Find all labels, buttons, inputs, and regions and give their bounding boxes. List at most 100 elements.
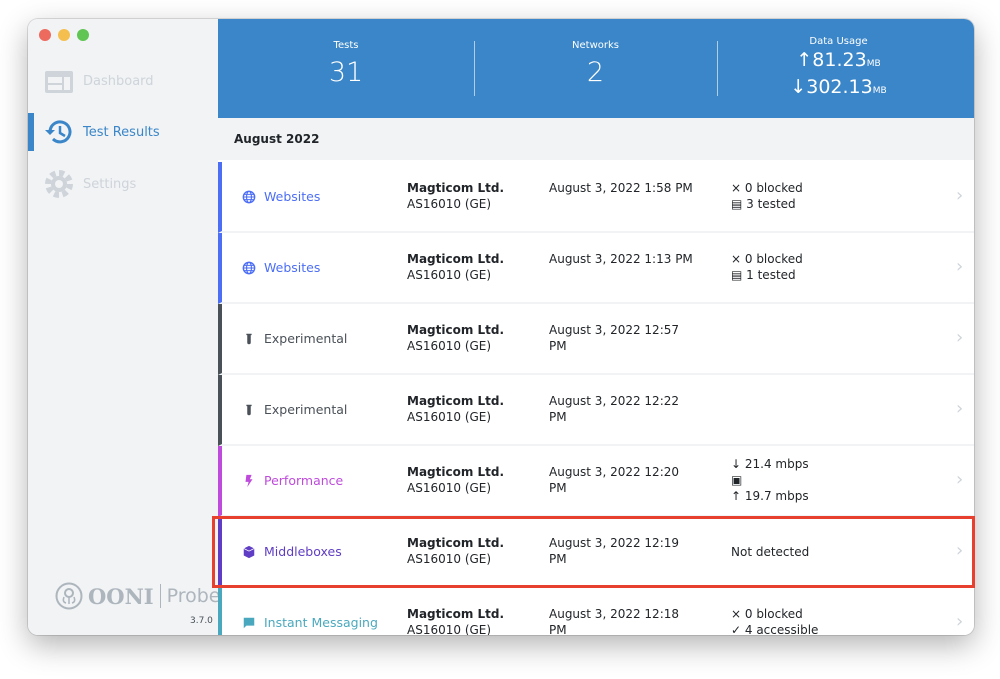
octopus-icon	[55, 582, 83, 610]
cube-icon	[243, 545, 255, 558]
logo-ooni-text: OONI	[88, 583, 154, 609]
close-button[interactable]	[39, 29, 51, 41]
blocked-count: × 0 blocked	[731, 181, 803, 195]
test-date: August 3, 2022 12:19 PM	[549, 536, 680, 566]
test-name: Websites	[242, 162, 320, 231]
active-indicator	[28, 113, 34, 151]
lightning-icon	[245, 474, 253, 487]
tests-value: 31	[328, 57, 364, 88]
test-name-label: Middleboxes	[264, 544, 342, 559]
test-name: Performance	[242, 446, 343, 515]
result-row[interactable]: Instant Messaging Magticom Ltd. AS16010 (…	[218, 588, 974, 635]
network: Magticom Ltd. AS16010 (GE)	[407, 251, 504, 283]
flask-icon	[246, 404, 252, 415]
download-amount: 302.13	[806, 76, 873, 98]
sidebar-item-settings[interactable]: Settings	[28, 165, 218, 203]
results-list: Websites Magticom Ltd. AS16010 (GE) Augus…	[218, 162, 974, 635]
tests-label: Tests	[333, 40, 359, 51]
ooni-probe-logo: OONI Probe	[55, 582, 221, 610]
test-name-label: Instant Messaging	[264, 615, 378, 630]
sidebar-item-test-results[interactable]: Test Results	[28, 113, 218, 151]
network-asn: AS16010 (GE)	[407, 268, 492, 282]
test-date: August 3, 2022 12:57 PM	[549, 323, 680, 353]
network-asn: AS16010 (GE)	[407, 410, 492, 424]
network: Magticom Ltd. AS16010 (GE)	[407, 535, 504, 567]
accessible-count: ✓ 4 accessible	[731, 623, 819, 635]
divider	[474, 41, 475, 96]
networks-label: Networks	[572, 40, 619, 51]
upload-amount: 81.23	[812, 49, 867, 71]
test-name-label: Experimental	[264, 331, 348, 346]
tests-stat: Tests 31	[218, 19, 474, 118]
highlight-box	[212, 516, 975, 588]
dashboard-icon	[45, 71, 73, 93]
network-name: Magticom Ltd.	[407, 252, 505, 266]
network: Magticom Ltd. AS16010 (GE)	[407, 180, 504, 212]
chevron-right-icon[interactable]: ›	[956, 185, 964, 206]
data-usage-label: Data Usage	[809, 36, 868, 47]
chevron-right-icon[interactable]: ›	[956, 611, 964, 632]
result-row[interactable]: Experimental Magticom Ltd. AS16010 (GE) A…	[218, 304, 974, 375]
network-name: Magticom Ltd.	[407, 323, 505, 337]
network-name: Magticom Ltd.	[407, 181, 505, 195]
download-speed: ↓ 21.4 mbps	[731, 457, 809, 471]
chevron-right-icon[interactable]: ›	[956, 256, 964, 277]
result-row[interactable]: Websites Magticom Ltd. AS16010 (GE) Augus…	[218, 233, 974, 304]
stats-header: Tests 31 Networks 2 Data Usage ↑81.23MB …	[218, 19, 974, 118]
logo-divider	[159, 584, 161, 608]
upload-speed: ↑ 19.7 mbps	[731, 489, 809, 503]
gear-icon	[45, 170, 73, 198]
chevron-right-icon[interactable]: ›	[956, 540, 964, 561]
test-name-label: Experimental	[264, 402, 348, 417]
unit: MB	[872, 86, 887, 96]
zoom-button[interactable]	[77, 29, 89, 41]
chevron-right-icon[interactable]: ›	[956, 327, 964, 348]
globe-icon	[242, 190, 256, 203]
test-name-label: Websites	[264, 189, 321, 204]
globe-icon	[242, 261, 256, 274]
network-asn: AS16010 (GE)	[407, 339, 492, 353]
sidebar-item-label: Dashboard	[83, 73, 154, 89]
result-row[interactable]: Experimental Magticom Ltd. AS16010 (GE) A…	[218, 375, 974, 446]
test-name: Websites	[242, 233, 320, 302]
test-name: Instant Messaging	[242, 588, 378, 635]
test-name: Middleboxes	[242, 517, 342, 586]
network-name: Magticom Ltd.	[407, 465, 505, 479]
arrow-up-icon: ↑	[796, 49, 813, 71]
network: Magticom Ltd. AS16010 (GE)	[407, 464, 504, 496]
browser-icon: ▤	[731, 197, 747, 211]
network-asn: AS16010 (GE)	[407, 197, 492, 211]
network-asn: AS16010 (GE)	[407, 552, 492, 566]
sidebar-item-dashboard[interactable]: Dashboard	[28, 62, 218, 100]
result-row[interactable]: Websites Magticom Ltd. AS16010 (GE) Augus…	[218, 162, 974, 233]
flask-icon	[246, 333, 252, 344]
browser-icon: ▤	[731, 268, 747, 282]
test-date: August 3, 2022 12:20 PM	[549, 465, 680, 495]
chat-icon	[243, 617, 255, 628]
unit: MB	[866, 59, 881, 69]
history-icon	[45, 120, 72, 144]
divider	[717, 41, 718, 96]
network-asn: AS16010 (GE)	[407, 481, 492, 495]
test-name-label: Performance	[264, 473, 344, 488]
blocked-count: × 0 blocked	[731, 252, 803, 266]
minimize-button[interactable]	[58, 29, 70, 41]
test-date: August 3, 2022 12:22 PM	[549, 394, 680, 424]
chevron-right-icon[interactable]: ›	[956, 398, 964, 419]
app-window: Dashboard Test Results Settings OONI Pro…	[28, 19, 974, 635]
test-name-label: Websites	[264, 260, 321, 275]
sidebar-item-label: Settings	[83, 176, 137, 192]
arrow-down-icon: ↓	[790, 76, 807, 98]
chevron-right-icon[interactable]: ›	[956, 469, 964, 490]
result-summary: Not detected	[731, 545, 810, 559]
network: Magticom Ltd. AS16010 (GE)	[407, 606, 504, 635]
upload-value: ↑81.23MB	[717, 49, 960, 76]
test-date: August 3, 2022 1:13 PM	[549, 252, 693, 266]
test-name: Experimental	[242, 304, 347, 373]
result-row[interactable]: Performance Magticom Ltd. AS16010 (GE) Au…	[218, 446, 974, 517]
video-icon: ▣	[731, 473, 743, 487]
test-date: August 3, 2022 12:18 PM	[549, 607, 680, 635]
version: 3.7.0	[190, 616, 213, 626]
data-usage-stat: Data Usage ↑81.23MB ↓302.13MB	[717, 19, 960, 118]
sidebar: Dashboard Test Results Settings OONI Pro…	[28, 19, 221, 635]
